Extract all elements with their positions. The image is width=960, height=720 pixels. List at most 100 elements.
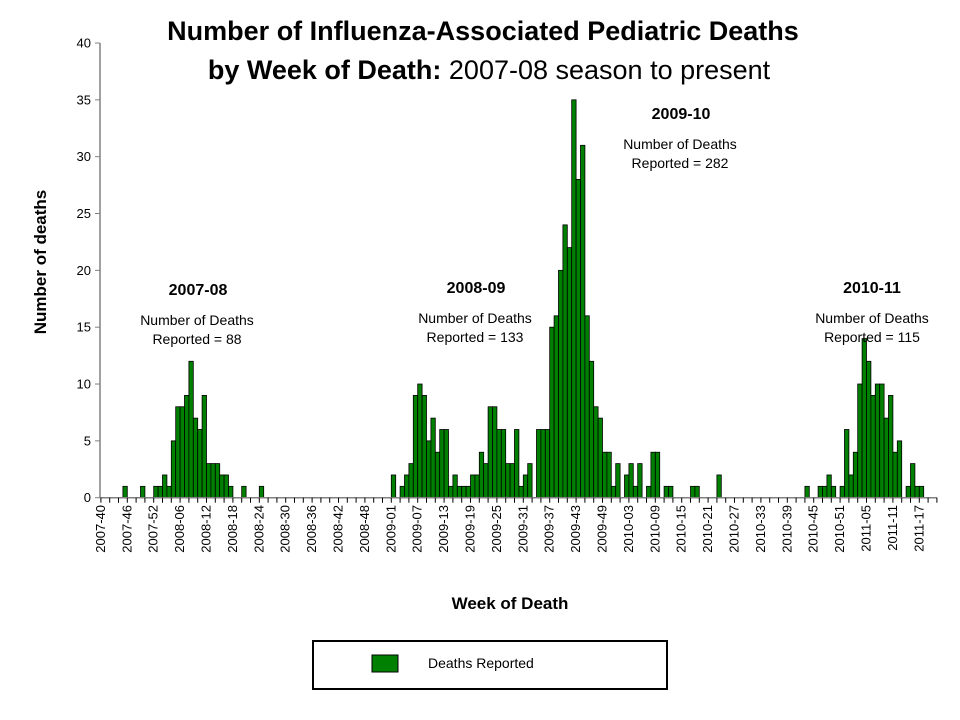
bar-2009-15: [452, 474, 458, 499]
bar-2009-04: [404, 474, 410, 499]
x-tick-label: 2009-25: [489, 505, 504, 553]
bar-2010-08: [650, 451, 656, 499]
y-tick-label: 30: [77, 149, 91, 164]
bar-2008-12: [206, 463, 212, 499]
x-tick-label: 2008-06: [172, 505, 187, 553]
bar-2008-08: [188, 360, 194, 499]
bar-2009-37: [549, 326, 555, 499]
x-tick-label: 2011-11: [885, 505, 900, 551]
bar-2010-51: [839, 485, 845, 499]
x-tick-label: 2009-01: [383, 505, 398, 553]
x-tick-label: 2008-36: [304, 505, 319, 553]
bar-2009-49: [602, 451, 608, 499]
bar-2011-17: [918, 485, 925, 499]
annotation-2008-09: 2008-09 Number of Deaths Reported = 133: [418, 280, 532, 345]
bar-2009-36: [544, 429, 551, 499]
bar-2009-47: [593, 406, 599, 499]
bar-2011-07: [874, 383, 881, 499]
bar-2009-43: [575, 179, 581, 499]
bar-2009-44: [580, 144, 586, 499]
bar-2009-42: [571, 99, 577, 499]
bar-2010-02: [624, 474, 630, 499]
chart-title-line1: Number of Influenza-Associated Pediatric…: [167, 16, 799, 46]
bar-2011-04: [861, 338, 867, 499]
bar-2009-41: [566, 247, 573, 499]
x-tick-label: 2009-13: [436, 505, 451, 553]
annotation-season: 2010-11: [843, 280, 901, 297]
bar-2009-40: [562, 224, 568, 499]
bar-2011-06: [870, 394, 876, 499]
bar-2009-12: [439, 429, 445, 499]
bar-2009-30: [518, 485, 524, 499]
x-tick-label: 2007-40: [93, 505, 108, 553]
bar-2008-20: [241, 485, 247, 499]
bar-2009-17: [461, 485, 467, 499]
x-tick-label: 2010-15: [674, 505, 689, 553]
bar-2011-16: [914, 485, 920, 499]
x-tick-label: 2010-33: [753, 505, 768, 553]
bar-2010-17: [690, 485, 696, 499]
bar-2009-28: [509, 463, 515, 499]
bar-2010-09: [654, 451, 661, 499]
annotation-season: 2009-10: [652, 106, 711, 123]
x-tick-label: 2011-17: [911, 505, 926, 552]
x-tick-label: 2010-51: [832, 505, 847, 553]
bar-2010-52: [844, 429, 850, 499]
bar-2008-04: [170, 440, 177, 499]
annotation-line2: Reported = 115: [824, 329, 920, 345]
annotation-line2: Reported = 133: [427, 329, 524, 345]
bar-2009-18: [465, 485, 471, 499]
annotation-line1: Number of Deaths: [815, 310, 929, 326]
x-tick-label: 2010-21: [700, 505, 715, 553]
x-tick-label: 2010-45: [806, 505, 821, 553]
x-tick-label: 2008-12: [199, 505, 214, 553]
bar-2009-01: [390, 474, 397, 499]
bar-2009-22: [483, 463, 489, 499]
bar-2009-19: [470, 474, 476, 499]
bar-2009-25: [496, 429, 502, 499]
bar-2008-13: [210, 463, 216, 499]
annotation-line1: Number of Deaths: [140, 312, 254, 328]
x-tick-label: 2008-18: [225, 505, 240, 553]
bar-2008-17: [228, 485, 234, 499]
bar-2007-52: [153, 485, 159, 499]
y-tick-label: 5: [84, 433, 91, 448]
x-tick-label: 2008-24: [251, 505, 266, 553]
bar-2011-02: [852, 451, 859, 499]
bar-2011-10: [888, 394, 894, 499]
y-tick-label: 40: [77, 36, 91, 51]
bar-2010-11: [663, 485, 669, 499]
x-tick-label: 2010-39: [779, 505, 794, 553]
bar-2011-11: [892, 451, 898, 499]
bar-2009-23: [487, 406, 493, 499]
x-tick-label: 2008-48: [357, 505, 372, 553]
bar-2011-05: [866, 360, 872, 499]
x-tick-label: 2007-52: [146, 505, 161, 553]
bar-2009-24: [492, 406, 498, 499]
bar-2008-15: [219, 474, 225, 499]
bar-2011-03: [857, 383, 863, 499]
bar-2011-14: [905, 485, 911, 499]
x-tick-label: 2010-27: [727, 505, 742, 553]
y-tick-label: 35: [77, 92, 91, 107]
bar-2009-03: [399, 485, 405, 499]
bar-2009-31: [522, 474, 529, 499]
annotation-line1: Number of Deaths: [418, 310, 532, 326]
annotation-line2: Reported = 88: [152, 331, 241, 347]
x-tick-label: 2009-07: [410, 505, 425, 553]
x-tick-label: 2009-31: [515, 505, 530, 553]
annotation-2010-11: 2010-11 Number of Deaths Reported = 115: [815, 280, 929, 345]
x-tick-label: 2008-42: [331, 505, 346, 553]
x-axis-label: Week of Death: [452, 594, 569, 613]
bar-2009-13: [443, 429, 449, 499]
bar-2009-50: [606, 451, 612, 499]
bar-2009-11: [434, 451, 441, 499]
bar-2010-23: [716, 474, 722, 499]
annotation-line2: Reported = 282: [632, 155, 729, 171]
bar-2010-03: [628, 463, 634, 499]
bar-2010-46: [817, 485, 823, 499]
bar-2009-45: [584, 315, 590, 499]
bar-2010-47: [822, 485, 828, 499]
x-tick-label: 2008-30: [278, 505, 293, 553]
bar-2009-48: [597, 417, 603, 499]
